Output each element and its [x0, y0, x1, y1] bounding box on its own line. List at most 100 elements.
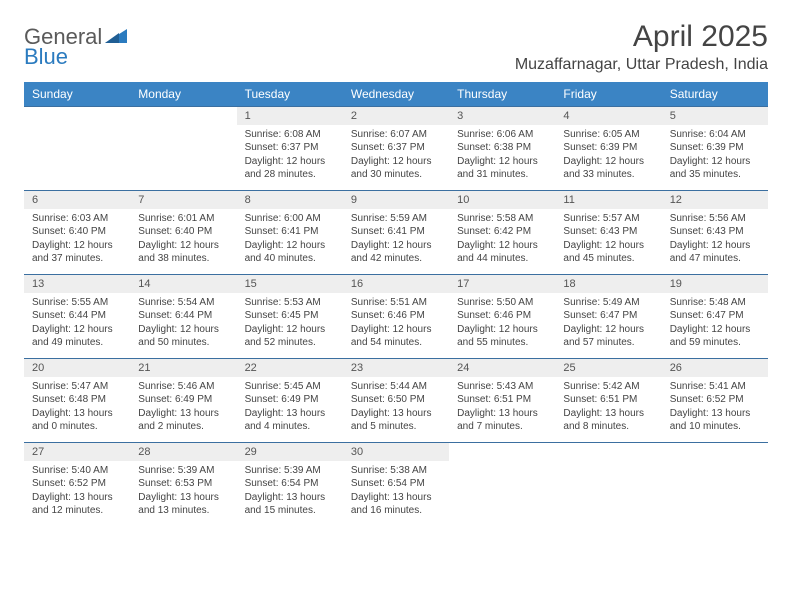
day-number-row: 13141516171819 [24, 275, 768, 293]
sunrise-text: Sunrise: 5:55 AM [32, 296, 122, 310]
daylight-text: Daylight: 13 hours and 2 minutes. [138, 407, 228, 434]
day-detail-row: Sunrise: 5:55 AMSunset: 6:44 PM Daylight:… [24, 293, 768, 359]
daylight-text: Daylight: 12 hours and 44 minutes. [457, 239, 547, 266]
day-detail-cell: Sunrise: 6:05 AMSunset: 6:39 PMDaylight:… [555, 125, 661, 191]
day-number-cell: 24 [449, 359, 555, 377]
day-number-cell [449, 443, 555, 461]
daylight-text: Daylight: 13 hours and 0 minutes. [32, 407, 122, 434]
day-detail-cell: Sunrise: 5:46 AMSunset: 6:49 PMDaylight:… [130, 377, 236, 443]
daylight-text: Daylight: 12 hours and 50 minutes. [138, 323, 228, 350]
daylight-text: Daylight: 12 hours and 38 minutes. [138, 239, 228, 266]
daylight-text: Daylight: 12 hours and 47 minutes. [670, 239, 760, 266]
sunset-text: Sunset: 6:47 PM [670, 309, 760, 323]
sunset-text: Sunset: 6:54 PM [245, 477, 335, 491]
day-number-cell: 27 [24, 443, 130, 461]
sunrise-text: Sunrise: 5:53 AM [245, 296, 335, 310]
sunrise-text: Sunrise: 6:05 AM [563, 128, 653, 142]
day-number-cell: 29 [237, 443, 343, 461]
daylight-text: Daylight: 12 hours and 37 minutes. [32, 239, 122, 266]
day-number-cell: 3 [449, 107, 555, 125]
day-detail-cell: Sunrise: 5:54 AMSunset: 6:44 PMDaylight:… [130, 293, 236, 359]
sunset-text: Sunset: 6:40 PM [32, 225, 122, 239]
sunrise-text: Sunrise: 5:41 AM [670, 380, 760, 394]
weekday-header: Monday [130, 82, 236, 107]
day-number-cell: 16 [343, 275, 449, 293]
weekday-header: Friday [555, 82, 661, 107]
day-detail-cell: Sunrise: 5:38 AMSunset: 6:54 PMDaylight:… [343, 461, 449, 527]
location-text: Muzaffarnagar, Uttar Pradesh, India [515, 56, 768, 74]
sunset-text: Sunset: 6:48 PM [32, 393, 122, 407]
daylight-text: Daylight: 12 hours and 42 minutes. [351, 239, 441, 266]
day-detail-cell [24, 125, 130, 191]
daylight-text: Daylight: 12 hours and 55 minutes. [457, 323, 547, 350]
day-detail-cell: Sunrise: 5:42 AMSunset: 6:51 PMDaylight:… [555, 377, 661, 443]
weekday-header: Sunday [24, 82, 130, 107]
sunrise-text: Sunrise: 5:38 AM [351, 464, 441, 478]
sunrise-text: Sunrise: 5:47 AM [32, 380, 122, 394]
sunrise-text: Sunrise: 6:04 AM [670, 128, 760, 142]
day-number-cell: 22 [237, 359, 343, 377]
sunrise-text: Sunrise: 6:07 AM [351, 128, 441, 142]
day-number-cell: 9 [343, 191, 449, 209]
day-number-cell: 4 [555, 107, 661, 125]
sunset-text: Sunset: 6:42 PM [457, 225, 547, 239]
daylight-text: Daylight: 13 hours and 12 minutes. [32, 491, 122, 518]
daylight-text: Daylight: 12 hours and 52 minutes. [245, 323, 335, 350]
daylight-text: Daylight: 13 hours and 8 minutes. [563, 407, 653, 434]
day-number-cell: 23 [343, 359, 449, 377]
sunset-text: Sunset: 6:45 PM [245, 309, 335, 323]
day-detail-cell: Sunrise: 5:48 AMSunset: 6:47 PMDaylight:… [662, 293, 768, 359]
logo-text-blue: Blue [24, 44, 68, 69]
sunset-text: Sunset: 6:41 PM [351, 225, 441, 239]
daylight-text: Daylight: 12 hours and 45 minutes. [563, 239, 653, 266]
day-number-cell: 12 [662, 191, 768, 209]
day-detail-cell: Sunrise: 6:06 AMSunset: 6:38 PMDaylight:… [449, 125, 555, 191]
sunset-text: Sunset: 6:51 PM [563, 393, 653, 407]
day-detail-cell: Sunrise: 6:00 AMSunset: 6:41 PMDaylight:… [237, 209, 343, 275]
day-detail-cell: Sunrise: 5:39 AMSunset: 6:54 PMDaylight:… [237, 461, 343, 527]
sunrise-text: Sunrise: 6:06 AM [457, 128, 547, 142]
day-detail-cell: Sunrise: 5:56 AMSunset: 6:43 PMDaylight:… [662, 209, 768, 275]
day-detail-cell: Sunrise: 5:51 AMSunset: 6:46 PMDaylight:… [343, 293, 449, 359]
day-detail-row: Sunrise: 5:47 AMSunset: 6:48 PMDaylight:… [24, 377, 768, 443]
day-detail-cell: Sunrise: 5:50 AMSunset: 6:46 PMDaylight:… [449, 293, 555, 359]
day-number-cell: 13 [24, 275, 130, 293]
sunset-text: Sunset: 6:52 PM [670, 393, 760, 407]
title-block: April 2025 Muzaffarnagar, Uttar Pradesh,… [515, 20, 768, 74]
sunset-text: Sunset: 6:54 PM [351, 477, 441, 491]
day-number-cell: 14 [130, 275, 236, 293]
day-detail-cell: Sunrise: 5:39 AMSunset: 6:53 PMDaylight:… [130, 461, 236, 527]
day-detail-cell [449, 461, 555, 527]
day-number-cell: 11 [555, 191, 661, 209]
sunset-text: Sunset: 6:44 PM [32, 309, 122, 323]
day-number-cell [130, 107, 236, 125]
month-title: April 2025 [515, 20, 768, 54]
daylight-text: Daylight: 13 hours and 10 minutes. [670, 407, 760, 434]
day-number-cell: 15 [237, 275, 343, 293]
sunset-text: Sunset: 6:37 PM [245, 141, 335, 155]
sunset-text: Sunset: 6:39 PM [563, 141, 653, 155]
daylight-text: Daylight: 12 hours and 28 minutes. [245, 155, 335, 182]
day-number-row: 12345 [24, 107, 768, 125]
day-number-cell: 5 [662, 107, 768, 125]
sunset-text: Sunset: 6:49 PM [138, 393, 228, 407]
day-number-cell: 6 [24, 191, 130, 209]
day-number-cell: 20 [24, 359, 130, 377]
sunset-text: Sunset: 6:50 PM [351, 393, 441, 407]
day-detail-cell: Sunrise: 5:47 AMSunset: 6:48 PMDaylight:… [24, 377, 130, 443]
daylight-text: Daylight: 13 hours and 15 minutes. [245, 491, 335, 518]
day-number-row: 6789101112 [24, 191, 768, 209]
weekday-header: Wednesday [343, 82, 449, 107]
day-detail-cell: Sunrise: 5:41 AMSunset: 6:52 PMDaylight:… [662, 377, 768, 443]
sunrise-text: Sunrise: 5:56 AM [670, 212, 760, 226]
sunset-text: Sunset: 6:38 PM [457, 141, 547, 155]
sunrise-text: Sunrise: 5:57 AM [563, 212, 653, 226]
day-number-cell [662, 443, 768, 461]
day-detail-row: Sunrise: 6:08 AMSunset: 6:37 PMDaylight:… [24, 125, 768, 191]
sunset-text: Sunset: 6:39 PM [670, 141, 760, 155]
sunset-text: Sunset: 6:37 PM [351, 141, 441, 155]
day-number-cell: 26 [662, 359, 768, 377]
logo-triangle-icon [105, 27, 127, 48]
logo-blue-row: Blue [24, 44, 68, 70]
sunrise-text: Sunrise: 6:03 AM [32, 212, 122, 226]
